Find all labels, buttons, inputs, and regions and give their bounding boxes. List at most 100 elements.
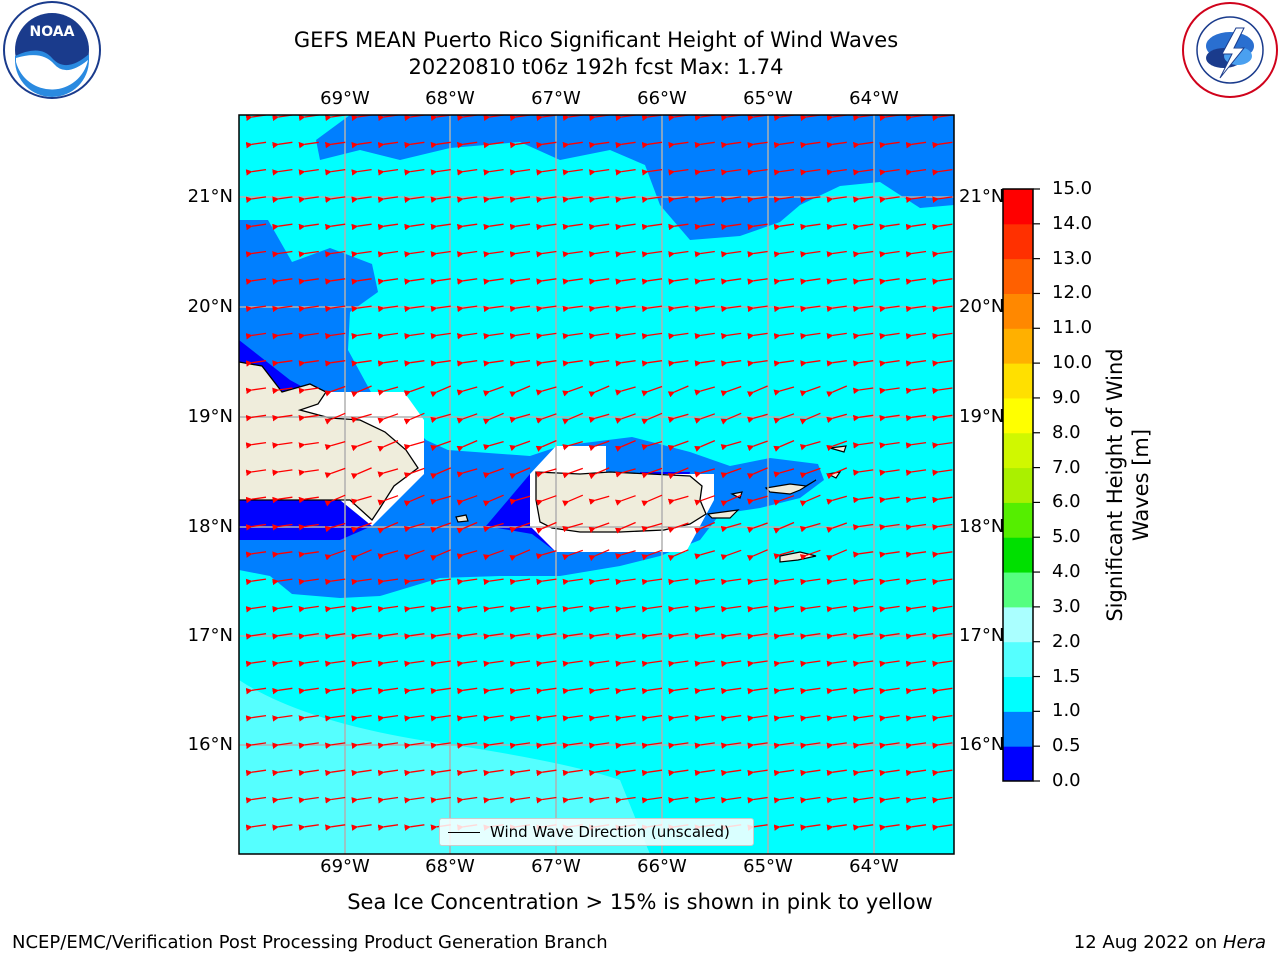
wave-direction-arrow xyxy=(641,549,663,561)
wave-direction-arrow xyxy=(694,521,716,534)
wave-direction-arrow xyxy=(667,440,689,452)
chart-subtitle: 20220810 t06z 192h fcst Max: 1.74 xyxy=(408,55,784,79)
wave-direction-arrow xyxy=(377,196,399,203)
wave-direction-arrow xyxy=(430,168,451,176)
wave-direction-arrow xyxy=(773,769,795,777)
wave-direction-arrow xyxy=(826,278,847,285)
wave-direction-arrow xyxy=(694,440,716,452)
wave-direction-arrow xyxy=(245,742,267,749)
wave-direction-arrow xyxy=(456,769,478,777)
wave-direction-arrow xyxy=(456,360,478,367)
wave-direction-arrow xyxy=(245,551,267,558)
wave-direction-arrow xyxy=(879,441,900,449)
wave-direction-arrow xyxy=(351,305,372,313)
wave-direction-arrow xyxy=(536,278,557,285)
wave-direction-arrow xyxy=(324,332,346,340)
wave-direction-arrow xyxy=(800,660,821,668)
wave-direction-arrow xyxy=(403,385,425,397)
wind-wave-direction-arrows xyxy=(245,115,953,831)
wave-direction-arrow xyxy=(483,440,504,451)
wave-direction-arrow xyxy=(351,605,372,613)
wave-direction-arrow xyxy=(932,332,953,340)
wave-direction-arrow xyxy=(615,550,636,560)
wave-direction-arrow xyxy=(932,633,953,640)
wave-direction-arrow xyxy=(482,412,504,425)
wave-direction-arrow xyxy=(747,633,768,640)
wave-direction-arrow xyxy=(509,687,531,695)
wave-direction-arrow xyxy=(509,305,531,313)
wave-direction-arrow xyxy=(747,168,768,176)
footer-timestamp: 12 Aug 2022 on Hera xyxy=(1074,932,1266,953)
wave-direction-arrow xyxy=(377,714,399,722)
wave-direction-arrow xyxy=(641,168,663,176)
wave-direction-arrow xyxy=(800,605,821,613)
wave-direction-arrow xyxy=(509,360,531,367)
wave-direction-arrow xyxy=(430,605,451,613)
wave-direction-arrow xyxy=(720,467,742,479)
wave-direction-arrow xyxy=(668,305,689,313)
wave-direction-arrow xyxy=(430,305,451,313)
wave-direction-arrow xyxy=(272,742,293,749)
wave-direction-arrow xyxy=(905,360,927,367)
wave-direction-arrow xyxy=(483,742,504,749)
lat-label-right: 20°N xyxy=(959,296,1005,317)
wave-direction-arrow xyxy=(562,578,583,586)
lon-label-bottom: 69°W xyxy=(320,856,370,877)
wave-direction-arrow xyxy=(852,223,874,231)
wave-direction-arrow xyxy=(773,141,795,149)
wave-direction-arrow xyxy=(430,687,451,695)
colorbar-tick-label: 1.5 xyxy=(1052,665,1081,687)
wave-direction-arrow xyxy=(404,796,425,804)
wave-direction-arrow xyxy=(377,168,399,176)
wave-direction-arrow xyxy=(932,414,953,422)
wave-direction-arrow xyxy=(694,687,715,695)
wave-direction-arrow xyxy=(377,769,399,777)
wave-direction-arrow xyxy=(377,305,399,313)
wave-direction-arrow xyxy=(404,687,425,695)
colorbar-segment xyxy=(1003,467,1033,503)
wave-direction-arrow xyxy=(588,714,610,722)
wave-direction-arrow xyxy=(430,141,451,149)
wave-direction-arrow xyxy=(483,660,504,668)
wave-direction-arrow xyxy=(536,168,557,176)
wave-direction-arrow xyxy=(404,250,425,258)
wave-direction-arrow xyxy=(272,796,293,804)
wave-direction-arrow xyxy=(509,495,531,505)
wave-direction-arrow xyxy=(588,742,610,749)
wave-direction-arrow xyxy=(483,714,504,722)
wave-direction-arrow xyxy=(905,305,927,313)
wave-direction-arrow xyxy=(404,278,425,285)
wave-direction-arrow xyxy=(932,796,953,804)
wave-direction-arrow xyxy=(245,387,267,395)
wave-direction-arrow xyxy=(403,412,425,425)
wave-direction-arrow xyxy=(272,660,293,668)
wave-direction-arrow xyxy=(351,141,372,149)
wave-direction-arrow xyxy=(773,278,795,285)
wave-direction-arrow xyxy=(298,387,319,395)
wave-direction-arrow xyxy=(482,385,504,397)
lat-label-left: 18°N xyxy=(187,516,233,537)
wave-direction-arrow xyxy=(747,714,768,722)
wave-direction-arrow xyxy=(377,440,399,452)
wave-direction-arrow xyxy=(483,305,504,313)
wave-direction-arrow xyxy=(615,468,636,478)
wave-direction-arrow xyxy=(272,578,293,586)
wave-direction-arrow xyxy=(588,250,610,258)
colorbar-tick-label: 3.0 xyxy=(1052,595,1081,617)
wave-direction-arrow xyxy=(535,386,557,396)
wave-direction-arrow xyxy=(298,714,319,722)
wave-direction-arrow xyxy=(641,305,663,313)
wave-direction-arrow xyxy=(852,305,874,313)
wave-direction-arrow xyxy=(800,742,821,749)
wave-direction-arrow xyxy=(641,250,663,258)
wave-direction-arrow xyxy=(377,223,399,231)
wave-direction-arrow xyxy=(879,414,900,422)
wave-direction-arrow xyxy=(404,742,425,749)
wave-direction-arrow xyxy=(852,332,874,340)
wave-direction-arrow xyxy=(668,196,689,203)
wave-direction-arrow xyxy=(668,605,689,613)
wave-direction-arrow xyxy=(720,660,742,668)
wave-direction-arrow xyxy=(720,385,742,397)
wave-direction-arrow xyxy=(456,168,478,176)
